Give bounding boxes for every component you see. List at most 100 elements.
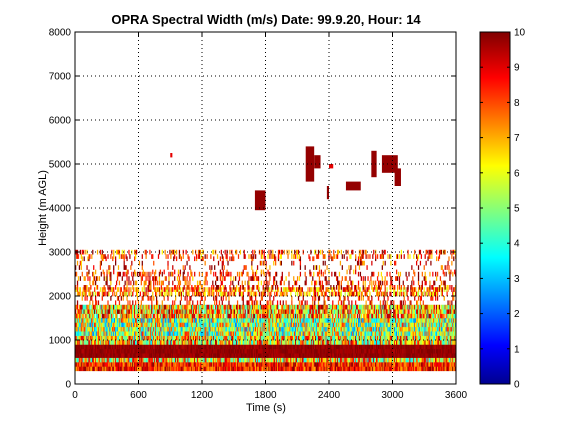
heatmap-cell xyxy=(117,304,120,310)
heatmap-cell xyxy=(451,331,453,336)
heatmap-cell xyxy=(78,357,81,363)
heatmap-cell xyxy=(316,357,319,363)
heatmap-cell xyxy=(378,326,381,332)
heatmap-cell xyxy=(365,318,367,323)
heatmap-cell xyxy=(334,322,336,328)
heatmap-cell xyxy=(77,313,80,319)
heatmap-cell xyxy=(295,335,297,341)
heatmap-cell xyxy=(279,353,282,358)
heatmap-cell xyxy=(140,353,142,358)
heatmap-cell xyxy=(357,340,360,345)
heatmap-cell xyxy=(371,344,373,350)
heatmap-cell xyxy=(182,362,184,367)
heatmap-cell xyxy=(182,366,184,372)
heatmap-cell xyxy=(383,353,385,358)
heatmap-cell xyxy=(230,362,232,367)
heatmap-cell xyxy=(156,322,159,328)
heatmap-cell xyxy=(250,326,252,332)
heatmap-cell xyxy=(144,322,146,328)
heatmap-cell xyxy=(406,340,408,345)
heatmap-cell xyxy=(189,335,191,341)
heatmap-cell xyxy=(241,362,243,367)
heatmap-cell xyxy=(454,331,456,336)
heatmap-cell xyxy=(86,326,88,332)
heatmap-cell xyxy=(309,322,311,328)
heatmap-cell xyxy=(404,353,406,358)
heatmap-cell xyxy=(147,322,149,328)
heatmap-cell xyxy=(269,335,271,341)
heatmap-cell xyxy=(91,353,93,358)
heatmap-cell xyxy=(140,366,142,372)
heatmap-cell xyxy=(129,348,131,354)
heatmap-cell xyxy=(120,335,122,341)
heatmap-cell xyxy=(254,357,256,363)
heatmap-cell xyxy=(415,366,417,372)
heatmap-cell xyxy=(140,348,142,354)
heatmap-cell xyxy=(197,322,200,328)
heatmap-cell xyxy=(97,357,100,363)
heatmap-cell xyxy=(324,318,326,323)
heatmap-cell xyxy=(216,322,219,328)
heatmap-cell xyxy=(385,340,387,345)
heatmap-cell xyxy=(429,344,431,350)
heatmap-cell xyxy=(229,362,231,367)
heatmap-cell xyxy=(396,318,399,323)
heatmap-cell xyxy=(158,344,161,350)
heatmap-cell xyxy=(255,335,257,341)
heatmap-cell xyxy=(286,357,288,363)
heatmap-cell xyxy=(376,344,379,350)
heatmap-cell xyxy=(135,340,138,345)
heatmap-cell xyxy=(108,309,110,314)
heatmap-cell xyxy=(309,318,311,323)
heatmap-cell xyxy=(212,362,214,367)
heatmap-cell xyxy=(143,326,145,332)
heatmap-cell xyxy=(229,331,231,336)
heatmap-cell xyxy=(366,340,368,345)
heatmap-cell xyxy=(315,331,317,336)
heatmap-cell xyxy=(177,326,180,332)
heatmap-cell xyxy=(256,366,259,372)
heatmap-cell xyxy=(93,331,95,336)
heatmap-cell xyxy=(346,344,348,350)
heatmap-cell xyxy=(174,331,176,336)
heatmap-cell xyxy=(445,353,447,358)
heatmap-cell xyxy=(153,353,155,358)
heatmap-cell xyxy=(195,366,197,372)
heatmap-cell xyxy=(267,357,269,363)
heatmap-cell xyxy=(241,322,243,328)
heatmap-cell xyxy=(296,353,299,358)
heatmap-cell xyxy=(329,340,331,345)
heatmap-cell xyxy=(412,366,414,372)
heatmap-cell xyxy=(167,322,169,328)
heatmap-cell xyxy=(261,326,263,332)
heatmap-cell xyxy=(155,353,157,358)
heatmap-cell xyxy=(370,335,372,341)
heatmap-cell xyxy=(146,340,148,345)
heatmap-cell xyxy=(285,362,287,367)
heatmap-cell xyxy=(355,318,358,323)
heatmap-cell xyxy=(431,326,433,332)
heatmap-cell xyxy=(103,309,105,314)
heatmap-cell xyxy=(177,335,180,341)
heatmap-cell xyxy=(260,322,262,328)
heatmap-cell xyxy=(219,335,222,341)
heatmap-cell xyxy=(201,348,203,354)
heatmap-cell xyxy=(209,366,211,372)
heatmap-cell xyxy=(104,366,106,372)
heatmap-cell xyxy=(344,326,346,332)
heatmap-cell xyxy=(355,344,357,350)
heatmap-cell xyxy=(192,340,194,345)
heatmap-cell xyxy=(135,322,138,328)
heatmap-cell xyxy=(311,357,313,363)
heatmap-cell xyxy=(255,335,258,341)
heatmap-cell xyxy=(308,362,310,367)
heatmap-cell xyxy=(195,344,198,350)
heatmap-cell xyxy=(130,357,132,363)
heatmap-cell xyxy=(191,344,193,350)
heatmap-cell xyxy=(336,322,339,328)
heatmap-cell xyxy=(75,344,78,350)
heatmap-cell xyxy=(278,366,281,372)
heatmap-cell xyxy=(128,357,130,363)
heatmap-cell xyxy=(121,353,123,358)
heatmap-cell xyxy=(397,331,400,336)
